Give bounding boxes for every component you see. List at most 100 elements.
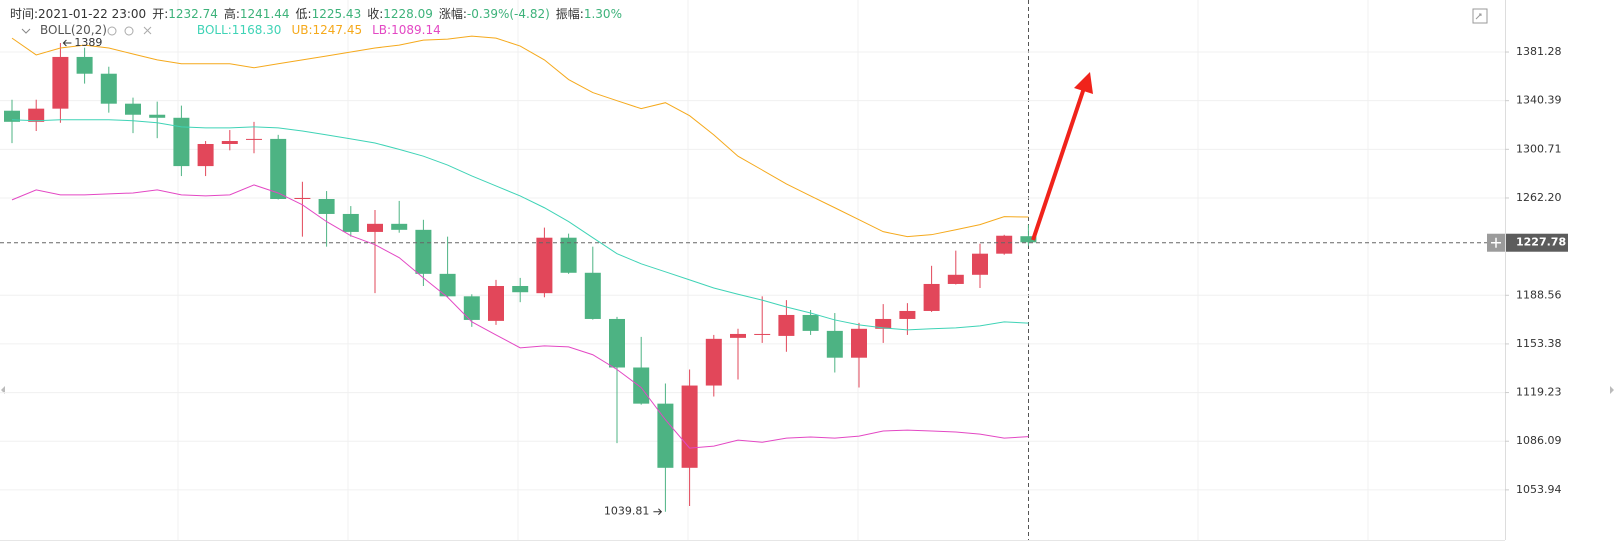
candle-body <box>802 314 819 331</box>
current-price-box <box>1506 233 1568 252</box>
legend-entry: BOLL:1168.30 <box>196 23 282 37</box>
vertical-grid <box>177 0 1369 540</box>
candle-body <box>246 138 262 140</box>
y-tick-label: 1381.28 <box>1516 45 1562 58</box>
candle-body <box>899 310 916 319</box>
info-label: 低: <box>295 7 312 21</box>
info-bar: 时间:2021-01-22 23:00 开:1232.74 高:1241.44 低:1… <box>10 5 622 22</box>
candle-body <box>996 235 1013 254</box>
candle-body <box>633 367 650 404</box>
indicator-name: BOLL(20,2) <box>40 23 107 37</box>
candle-body <box>52 56 69 109</box>
candle-body <box>100 73 117 104</box>
legend-entry: LB:1089.14 <box>372 23 441 37</box>
boll-line <box>11 119 1029 331</box>
info-value: 1232.74 <box>168 7 218 21</box>
info-label: 开: <box>152 7 169 21</box>
info-value: 1.30% <box>583 7 622 21</box>
candle-body <box>512 285 529 293</box>
candle-body <box>342 213 359 232</box>
candle-body <box>851 328 867 358</box>
candle-body <box>463 296 480 320</box>
candle-body <box>923 283 940 311</box>
candle-body <box>28 108 45 122</box>
legend-entry: UB:1247.45 <box>291 23 363 37</box>
candle-body <box>294 197 311 199</box>
info-label: 高: <box>223 7 240 21</box>
candle-body <box>609 318 625 368</box>
close-icon[interactable] <box>143 26 152 35</box>
min-label: 1039.81 <box>604 505 650 518</box>
info-item: 开:1232.74 <box>152 5 218 22</box>
info-item: 时间:2021-01-22 23:00 <box>10 5 146 22</box>
plot: 1053.94 1086.09 1119.23 1153.38 1188.56 1262.… <box>0 35 1568 518</box>
candle-body <box>754 333 771 335</box>
info-item: 涨幅:-0.39%(-4.82) <box>439 5 550 22</box>
candle-body <box>875 318 892 329</box>
info-item: 收:1228.09 <box>367 5 433 22</box>
candle-body <box>270 138 287 199</box>
y-tick-label: 1340.39 <box>1516 94 1562 107</box>
candle-body <box>149 114 166 118</box>
expand-icon[interactable] <box>1472 8 1488 24</box>
current-price-label: 1227.78 <box>1516 236 1566 249</box>
candle-body <box>972 253 988 275</box>
info-label: 振幅: <box>555 7 584 21</box>
max-label: 1389 <box>74 36 102 49</box>
info-label: 涨幅: <box>438 7 467 21</box>
candle-body <box>705 338 722 386</box>
y-tick-label: 1262.20 <box>1516 191 1562 204</box>
candle-body <box>173 117 190 167</box>
candle-body <box>584 272 601 319</box>
candle-body <box>730 333 746 338</box>
candle-body <box>657 403 674 468</box>
info-label: 收: <box>367 7 384 21</box>
info-value: 1241.44 <box>239 7 290 21</box>
settings-icon[interactable] <box>124 26 134 36</box>
y-tick-label: 1153.38 <box>1516 337 1562 350</box>
y-tick-label: 1086.09 <box>1516 434 1562 447</box>
legend: BOLL:1168.30 UB:1247.45 LB:1089.14 <box>197 23 445 37</box>
candle-body <box>536 237 553 294</box>
candle-body <box>367 223 383 232</box>
max-arrow <box>62 39 72 47</box>
candle-body <box>439 273 456 297</box>
y-tick-label: 1053.94 <box>1516 483 1562 496</box>
candle-body <box>947 274 964 284</box>
eye-icon[interactable] <box>107 26 117 36</box>
candle-body <box>826 330 843 358</box>
candle-body <box>778 314 795 336</box>
info-value: 1228.09 <box>383 7 433 21</box>
candle-body <box>125 103 141 115</box>
candle-body <box>560 237 577 273</box>
min-arrow <box>653 508 663 516</box>
info-value: 1225.43 <box>311 7 362 21</box>
y-tick-label: 1188.56 <box>1516 288 1562 301</box>
info-value: 2021-01-22 23:00 <box>38 7 147 21</box>
y-tick-label: 1300.71 <box>1516 142 1562 155</box>
info-label: 时间: <box>10 7 39 21</box>
info-value: -0.39%(-4.82) <box>466 7 550 21</box>
candle-body <box>1020 236 1037 243</box>
indicator-bar: BOLL(20,2) BOLL:1168.30 UB:1247.45 LB:1089… <box>40 23 449 37</box>
info-item: 低:1225.43 <box>296 5 362 22</box>
candle-body <box>4 110 20 122</box>
candle-body <box>318 198 335 214</box>
candle-body <box>197 143 214 167</box>
boll-line <box>11 184 1029 449</box>
candle-body <box>221 141 238 144</box>
info-item: 振幅:1.30% <box>556 5 622 22</box>
candle-body <box>681 385 698 468</box>
add-icon <box>1491 237 1501 248</box>
annotation-arrow <box>1031 72 1093 241</box>
collapse-icon[interactable] <box>21 28 31 34</box>
boll-line <box>11 35 1029 238</box>
y-tick-label: 1119.23 <box>1516 386 1562 399</box>
candle-body <box>76 56 93 74</box>
candle-body <box>488 285 504 321</box>
info-item: 高:1241.44 <box>224 5 290 22</box>
candle-body <box>415 229 432 274</box>
candle-body <box>391 223 408 230</box>
